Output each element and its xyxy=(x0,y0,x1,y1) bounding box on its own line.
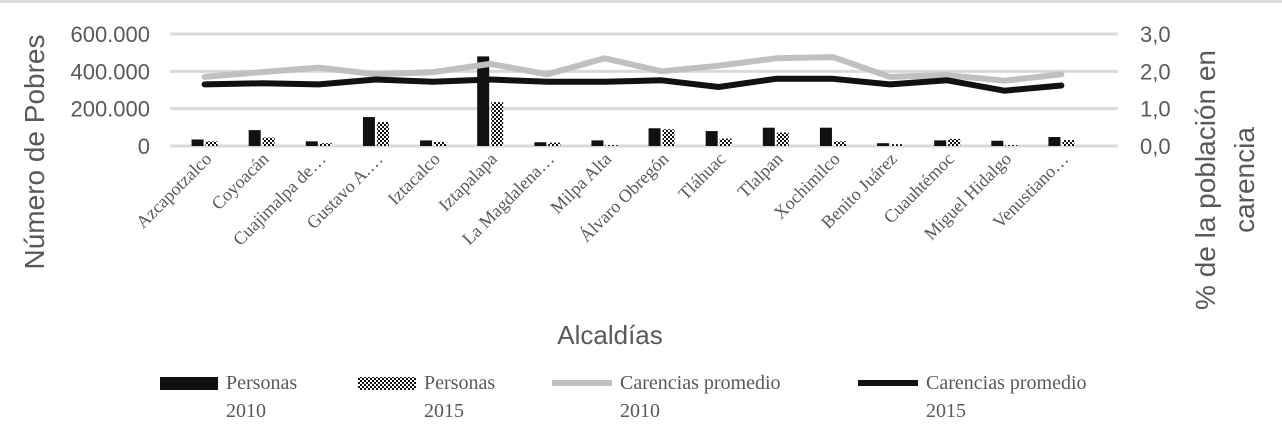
category-label: Azcapotzalco xyxy=(132,149,215,232)
bar-personas-2015 xyxy=(1005,145,1018,146)
lines xyxy=(201,54,1065,94)
bar-personas-2015 xyxy=(776,132,789,146)
bar-personas-2015 xyxy=(833,141,846,146)
legend: Personas 2010 Personas 2015 Carencias pr… xyxy=(160,372,1087,422)
bar-personas-2010 xyxy=(591,140,604,146)
legend-label-personas-2015-line2: 2015 xyxy=(424,400,464,422)
bar-personas-2010 xyxy=(362,117,375,146)
bar-personas-2010 xyxy=(705,131,718,146)
bar-personas-2010 xyxy=(991,140,1004,146)
legend-swatch-personas-2010 xyxy=(160,377,218,390)
bar-personas-2015 xyxy=(491,102,504,146)
bar-personas-2010 xyxy=(534,142,547,146)
y-right-tick-label: 1,0 xyxy=(1140,97,1171,122)
legend-label-carencias-2010-line2: 2010 xyxy=(620,400,660,422)
top-border xyxy=(0,0,1282,3)
bar-personas-2010 xyxy=(1048,137,1061,146)
legend-label-carencias-2015-line1: Carencias promedio xyxy=(926,372,1087,394)
bar-personas-2010 xyxy=(477,56,490,146)
legend-label-personas-2010-line2: 2010 xyxy=(226,400,266,422)
bar-personas-2015 xyxy=(319,143,332,146)
y-left-tick-label: 200.000 xyxy=(70,97,150,122)
y-right-tick-label: 0,0 xyxy=(1140,134,1171,159)
y-left-tick-label: 0 xyxy=(138,134,150,159)
bar-personas-2010 xyxy=(191,139,204,146)
legend-label-personas-2010-line1: Personas xyxy=(226,372,297,394)
y-axis-right-title-line1: % de la población en xyxy=(1190,50,1221,310)
bar-personas-2010 xyxy=(305,141,318,146)
y-axis-right-title-line2: carencia xyxy=(1229,127,1260,233)
legend-label-personas-2015-line1: Personas xyxy=(424,372,495,394)
bar-personas-2015 xyxy=(548,142,561,146)
category-label: Tlalpan xyxy=(734,149,787,202)
bar-personas-2015 xyxy=(662,129,675,146)
category-label: Tláhuac xyxy=(674,149,729,204)
bars xyxy=(191,56,1075,146)
bar-personas-2015 xyxy=(719,138,732,146)
y-left-tick-label: 400.000 xyxy=(70,59,150,84)
legend-label-carencias-2010-line1: Carencias promedio xyxy=(620,372,781,394)
bar-personas-2010 xyxy=(877,143,890,146)
bar-personas-2015 xyxy=(891,144,904,146)
legend-label-carencias-2015-line2: 2015 xyxy=(926,400,966,422)
bar-personas-2010 xyxy=(934,140,947,146)
bar-personas-2015 xyxy=(434,141,447,146)
tick-labels: 0 200.000 400.000 600.000 0,0 1,0 2,0 3,0 xyxy=(70,22,1170,159)
bar-personas-2015 xyxy=(205,141,218,146)
y-right-tick-label: 3,0 xyxy=(1140,22,1171,47)
y-axis-left-title: Número de Pobres xyxy=(19,34,50,269)
x-axis-title: Alcaldías xyxy=(557,320,663,350)
legend-swatch-personas-2015 xyxy=(358,377,416,390)
bar-personas-2015 xyxy=(948,138,961,146)
bar-personas-2010 xyxy=(762,127,775,146)
y-right-tick-label: 2,0 xyxy=(1140,59,1171,84)
line-carencias-2015 xyxy=(201,75,1065,94)
bar-personas-2015 xyxy=(605,145,618,146)
bar-personas-2015 xyxy=(262,137,275,146)
bar-personas-2015 xyxy=(1062,140,1075,146)
bar-personas-2010 xyxy=(420,140,433,146)
line-carencias-2010 xyxy=(201,54,1065,84)
bar-personas-2010 xyxy=(819,127,832,146)
gridlines xyxy=(170,32,1118,148)
bar-personas-2015 xyxy=(376,122,389,146)
bar-personas-2010 xyxy=(248,130,261,146)
bar-personas-2010 xyxy=(648,128,661,146)
y-left-tick-label: 600.000 xyxy=(70,22,150,47)
